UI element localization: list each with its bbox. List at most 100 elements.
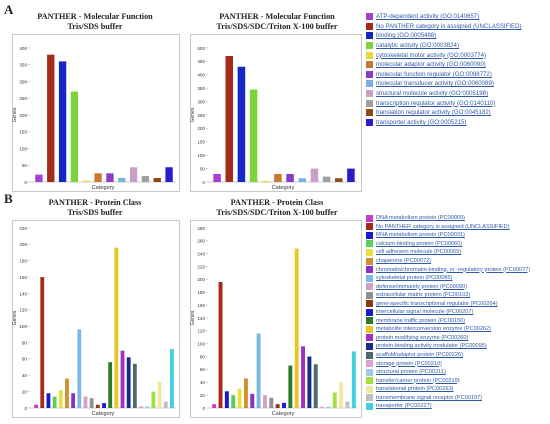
legend-label[interactable]: transcription regulator activity (GO:014… [376,99,496,107]
legend-swatch [366,22,373,30]
legend-item[interactable]: defense/immunity protein (PC00090) [366,282,548,291]
legend-label[interactable]: transporter activity (GO:0005215) [376,118,467,126]
y-tick-label: 50 [200,166,206,171]
legend-item[interactable]: molecular transducer activity (GO:006008… [366,79,548,89]
legend-item[interactable]: transporter (PC00227) [366,402,548,411]
bar [108,362,113,408]
legend-label[interactable]: molecular adaptor activity (GO:0060090) [376,61,486,69]
chart-title: PANTHER - Protein Class [230,198,324,207]
legend-item[interactable]: transmembrane signal receptor (PC00197) [366,393,548,402]
legend-item[interactable]: extracellular matrix protein (PC00102) [366,291,548,300]
legend-item[interactable]: metabolite interconversion enzyme (PC002… [366,325,548,334]
chart-subtitle: Tris/SDS buffer [67,21,123,31]
legend-item[interactable]: structural molecule activity (GO:0005198… [366,89,548,99]
legend-item[interactable]: catalytic activity (GO:0003824) [366,41,548,51]
bar [218,282,223,408]
bar [347,168,355,182]
legend-label[interactable]: structural molecule activity (GO:0005198… [376,90,489,98]
legend-item[interactable]: translation regulator activity (GO:00451… [366,108,548,118]
bar [322,176,331,182]
legend-item[interactable]: cytoskeletal motor activity (GO:0003774) [366,50,548,60]
legend-label[interactable]: cell adhesion molecule (PC00069) [376,249,462,256]
legend-label[interactable]: No PANTHER category is assigned (UNCLASS… [376,223,510,230]
legend-item[interactable]: No PANTHER category is assigned (UNCLASS… [366,223,548,232]
legend-label[interactable]: defense/immunity protein (PC00090) [376,283,468,290]
legend-item[interactable]: ATP-dependent activity (GO:0140657) [366,12,548,22]
chart-title: PANTHER - Molecular Function [219,12,335,21]
legend-label[interactable]: transmembrane signal receptor (PC00197) [376,394,483,401]
legend-swatch [366,317,373,325]
legend-label[interactable]: metabolite interconversion enzyme (PC002… [376,326,492,333]
legend-label[interactable]: extracellular matrix protein (PC00102) [376,292,471,299]
legend-label[interactable]: gene-specific transcriptional regulator … [376,300,498,307]
legend-item[interactable]: RNA metabolism protein (PC00031) [366,231,548,240]
bar [286,173,294,182]
y-tick-label: 150 [19,130,27,135]
legend-item[interactable]: transporter activity (GO:0005215) [366,118,548,128]
legend-item[interactable]: protein modifying enzyme (PC00260) [366,334,548,343]
legend-swatch [366,118,373,126]
legend-swatch [366,257,373,265]
bar [310,168,319,182]
y-tick-label: 200 [19,113,27,118]
legend-item[interactable]: DNA metabolism protein (PC00009) [366,214,548,223]
legend-item[interactable]: structural protein (PC00211) [366,368,548,377]
legend-label[interactable]: catalytic activity (GO:0003824) [376,42,459,50]
legend-label[interactable]: binding (GO:0005488) [376,32,437,40]
legend-item[interactable]: calcium-binding protein (PC00060) [366,240,548,249]
y-tick-label: 200 [19,242,27,247]
legend-swatch [366,80,373,88]
bar [262,395,267,408]
legend-label[interactable]: molecular transducer activity (GO:006008… [376,80,494,88]
legend-label[interactable]: cytoskeletal motor activity (GO:0003774) [376,51,487,59]
legend-item[interactable]: cytoskeletal protein (PC00085) [366,274,548,283]
y-tick-label: 250 [19,96,27,101]
legend-label[interactable]: molecular function regulator (GO:0098772… [376,70,492,78]
legend-label[interactable]: chromatin/chromatin-binding, or -regulat… [376,266,531,273]
legend-label[interactable]: cytoskeletal protein (PC00085) [376,275,453,282]
legend-swatch [366,214,373,222]
legend-swatch [366,99,373,107]
bar [77,329,82,408]
legend-label[interactable]: calcium-binding protein (PC00060) [376,240,463,247]
legend-item[interactable]: No PANTHER category is assigned (UNCLASS… [366,22,548,32]
legend-item[interactable]: molecular adaptor activity (GO:0060090) [366,60,548,70]
legend-item[interactable]: storage protein (PC00210) [366,359,548,368]
legend-swatch [366,342,373,350]
legend-item[interactable]: binding (GO:0005488) [366,31,548,41]
legend-label[interactable]: transfer/carrier protein (PC00219) [376,377,460,384]
legend-label[interactable]: protein-binding activity modulator (PC00… [376,343,487,350]
y-axis-label: Genes [190,310,196,325]
legend-label[interactable]: membrane traffic protein (PC00150) [376,317,466,324]
legend-item[interactable]: scaffold/adaptor protein (PC00226) [366,351,548,360]
legend-label[interactable]: transporter (PC00227) [376,403,432,410]
legend-item[interactable]: transfer/carrier protein (PC00219) [366,376,548,385]
legend-label[interactable]: storage protein (PC00210) [376,360,442,367]
legend-label[interactable]: intercellular signal molecule (PC00207) [376,309,474,316]
legend-item[interactable]: gene-specific transcriptional regulator … [366,299,548,308]
legend-item[interactable]: protein-binding activity modulator (PC00… [366,342,548,351]
bar [351,351,356,408]
legend-swatch [366,360,373,368]
y-tick-label: 300 [197,99,205,104]
legend-item[interactable]: cell adhesion molecule (PC00069) [366,248,548,257]
bar-plot: 0 20 40 60 80 100 120 140 160 180 200 220 240 260 280 G… [190,226,358,417]
legend-label[interactable]: scaffold/adaptor protein (PC00226) [376,352,463,359]
legend-item[interactable]: transcription regulator activity (GO:014… [366,98,548,108]
legend-item[interactable]: chaperone (PC00072) [366,257,548,266]
legend-label[interactable]: RNA metabolism protein (PC00031) [376,232,465,239]
legend-label[interactable]: protein modifying enzyme (PC00260) [376,334,469,341]
legend-label[interactable]: No PANTHER category is assigned (UNCLASS… [376,22,522,30]
legend-label[interactable]: ATP-dependent activity (GO:0140657) [376,13,480,21]
legend-item[interactable]: chromatin/chromatin-binding, or -regulat… [366,265,548,274]
legend-item[interactable]: intercellular signal molecule (PC00207) [366,308,548,317]
legend-item[interactable]: molecular function regulator (GO:0098772… [366,70,548,80]
legend-swatch [366,385,373,393]
legend-item[interactable]: membrane traffic protein (PC00150) [366,317,548,326]
legend-label[interactable]: translation regulator activity (GO:00451… [376,109,491,117]
legend-label[interactable]: DNA metabolism protein (PC00009) [376,215,465,222]
legend-item[interactable]: translational protein (PC00263) [366,385,548,394]
legend-label[interactable]: chaperone (PC00072) [376,258,432,264]
legend-label[interactable]: structural protein (PC00211) [376,369,446,376]
legend-label[interactable]: translational protein (PC00263) [376,386,454,393]
